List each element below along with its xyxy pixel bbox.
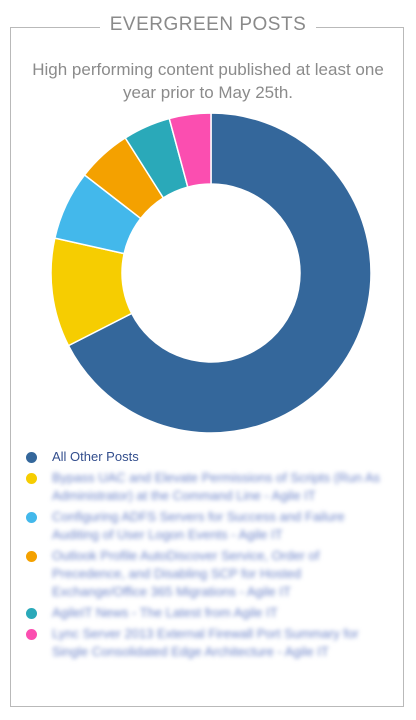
legend-item-1[interactable]: All Other Posts (26, 448, 386, 466)
legend-label: Configuring ADFS Servers for Success and… (52, 509, 345, 542)
legend-swatch (26, 512, 37, 523)
chart-title: EVERGREEN POSTS (99, 14, 317, 36)
legend-item-3[interactable]: Configuring ADFS Servers for Success and… (26, 508, 386, 544)
chart-subtitle: High performing content published at lea… (32, 60, 384, 102)
donut-slice-1[interactable] (67, 112, 372, 434)
legend-item-5[interactable]: AgileIT News - The Latest from Agile IT (26, 604, 386, 622)
legend-label: Outlook Profile AutoDiscover Service, Or… (52, 548, 320, 599)
legend-label: Bypass UAC and Elevate Permissions of Sc… (52, 470, 381, 503)
chart-legend: All Other Posts Bypass UAC and Elevate Pe… (26, 448, 386, 664)
legend-swatch (26, 629, 37, 640)
legend-swatch (26, 473, 37, 484)
legend-swatch (26, 551, 37, 562)
legend-item-2[interactable]: Bypass UAC and Elevate Permissions of Sc… (26, 469, 386, 505)
donut-slice-6[interactable] (168, 112, 212, 189)
legend-swatch (26, 452, 37, 463)
legend-label: All Other Posts (52, 449, 139, 464)
legend-item-4[interactable]: Outlook Profile AutoDiscover Service, Or… (26, 547, 386, 601)
legend-item-6[interactable]: Lync Server 2013 External Firewall Port … (26, 625, 386, 661)
legend-label: AgileIT News - The Latest from Agile IT (52, 605, 278, 620)
legend-label: Lync Server 2013 External Firewall Port … (52, 626, 359, 659)
legend-swatch (26, 608, 37, 619)
chart-title-wrap: EVERGREEN POSTS (0, 14, 416, 36)
